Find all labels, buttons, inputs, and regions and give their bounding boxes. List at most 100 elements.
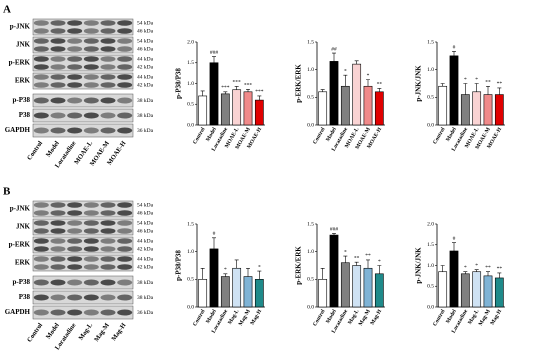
blot-band (83, 56, 99, 62)
y-tick-label: 1.0 (307, 67, 314, 73)
x-tick-label: Mag-H (490, 308, 504, 326)
y-tick-label: 0.5 (427, 95, 434, 101)
y-tick-label: 1.5 (187, 60, 194, 66)
blot-band (117, 246, 133, 252)
significance: * (367, 73, 370, 79)
kda-label: 54 kDa (137, 38, 154, 44)
blot-band (100, 82, 116, 88)
bar (254, 279, 264, 308)
blot-band (100, 220, 116, 226)
significance: * (475, 77, 478, 83)
blot-band (33, 28, 49, 34)
error-bar (234, 86, 239, 90)
blot-band (100, 202, 116, 208)
blot-band (100, 112, 116, 119)
blot-band (33, 279, 49, 286)
error-bar (497, 272, 502, 278)
blot-band (83, 46, 99, 52)
y-tick-label: 1.0 (187, 249, 194, 255)
blot-row-label: ERK (15, 259, 31, 267)
bar (363, 85, 373, 126)
error-bar (354, 261, 359, 266)
bar (438, 85, 448, 126)
x-tick-label: Control (312, 126, 327, 145)
x-tick-label: Control (192, 308, 207, 327)
blot-band (67, 28, 83, 34)
blot-band (67, 46, 83, 52)
bar (318, 279, 328, 308)
significance: ** (354, 255, 360, 261)
significance: * (344, 249, 347, 255)
blot-band (33, 202, 49, 208)
significance: * (378, 259, 381, 265)
error-bar (257, 95, 262, 101)
y-tick-label: 1.0 (187, 81, 194, 87)
blot-band (83, 74, 99, 80)
blot-band (67, 246, 83, 252)
blot-band (100, 127, 116, 134)
significance: *** (255, 89, 264, 95)
blot-strip (32, 305, 134, 320)
x-tick-label: Control (432, 308, 447, 327)
blot-row-label: GAPDH (5, 126, 31, 134)
kda-label: 42 kDa (137, 246, 154, 252)
blot-strip (32, 275, 134, 290)
blot-band (100, 256, 116, 262)
blot-band (117, 20, 133, 26)
blot-band (100, 97, 116, 104)
blot-band (100, 279, 116, 286)
bar (449, 250, 459, 308)
significance: # (453, 236, 456, 242)
blot-band (50, 220, 66, 226)
significance: ** (497, 266, 503, 272)
blot-band (117, 112, 133, 119)
blot-band (83, 238, 99, 244)
significance: *** (221, 85, 230, 91)
significance: ** (497, 81, 503, 87)
blot-strip (32, 36, 134, 54)
error-bar (332, 233, 336, 236)
bar (494, 277, 504, 308)
blot-band (50, 64, 66, 70)
error-bar (486, 85, 490, 95)
blot-band (67, 112, 83, 119)
blot-band (100, 309, 116, 316)
blot-band (100, 46, 116, 52)
blot-band (67, 309, 83, 316)
error-bar (474, 83, 479, 92)
significance: ** (485, 80, 491, 86)
blot-band (67, 228, 83, 234)
blot-band (83, 228, 99, 234)
y-axis-label: p-JNK/JNK (415, 247, 423, 284)
y-tick-label: 1.5 (427, 242, 434, 248)
error-bar (366, 259, 370, 269)
y-tick-label: 1.0 (307, 249, 314, 255)
bar (460, 273, 470, 308)
kda-label: 42 kDa (137, 64, 154, 70)
significance: * (258, 264, 261, 270)
blot-band (50, 38, 66, 44)
error-bar (343, 74, 348, 87)
error-bar (212, 237, 216, 249)
blot-band (33, 97, 49, 104)
y-tick-label: 1.0 (427, 263, 434, 269)
blot-band (50, 127, 66, 134)
y-tick-label: 0.5 (307, 95, 314, 101)
blot-band (100, 64, 116, 70)
blot-band (117, 279, 133, 286)
bar (198, 95, 208, 126)
y-axis-label: p-P38/P38 (175, 250, 183, 281)
blot-strip (32, 108, 134, 123)
blot-band (67, 82, 83, 88)
kda-label: 42 kDa (137, 264, 154, 270)
error-bar (200, 267, 205, 280)
kda-label: 38 kDa (137, 113, 154, 119)
blot-band (100, 238, 116, 244)
kda-label: 54 kDa (137, 202, 154, 208)
blot-band (33, 210, 49, 216)
significance: ** (365, 253, 371, 259)
blot-band (117, 210, 133, 216)
bar (220, 276, 230, 308)
error-bar (377, 265, 382, 274)
significance: * (224, 267, 227, 273)
